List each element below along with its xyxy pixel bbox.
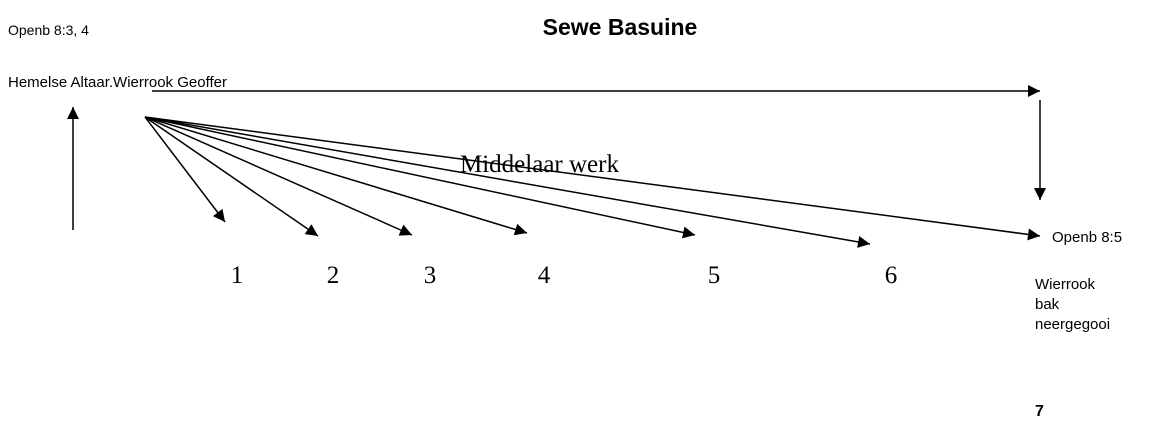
target-note: bak [1035,296,1060,313]
trumpet-number: 6 [885,262,898,289]
reference: Openb 8:3, 4 [8,22,89,38]
trumpet-number: 4 [538,262,551,289]
fan-arrow [144,116,319,237]
middle-label: Middelaar werk [460,151,619,178]
page-number: 7 [1035,403,1044,420]
fan-arrows [144,116,1041,248]
target-note: neergegooi [1035,316,1110,333]
trumpet-number: 2 [327,262,340,289]
fan-arrow [144,116,1041,241]
fan-arrow [144,116,413,236]
trumpet-number: 5 [708,262,721,289]
fan-arrow [144,116,871,248]
fan-arrow [144,116,696,239]
source-label: Hemelse Altaar.Wierrook Geoffer [8,74,227,91]
trumpet-number: 3 [424,262,437,289]
trumpet-number: 1 [231,262,244,289]
target-note: Wierrook [1035,276,1096,293]
title: Sewe Basuine [543,14,698,40]
target-label: Openb 8:5 [1052,229,1122,246]
fan-arrow [144,116,528,236]
fan-arrow [144,116,226,223]
